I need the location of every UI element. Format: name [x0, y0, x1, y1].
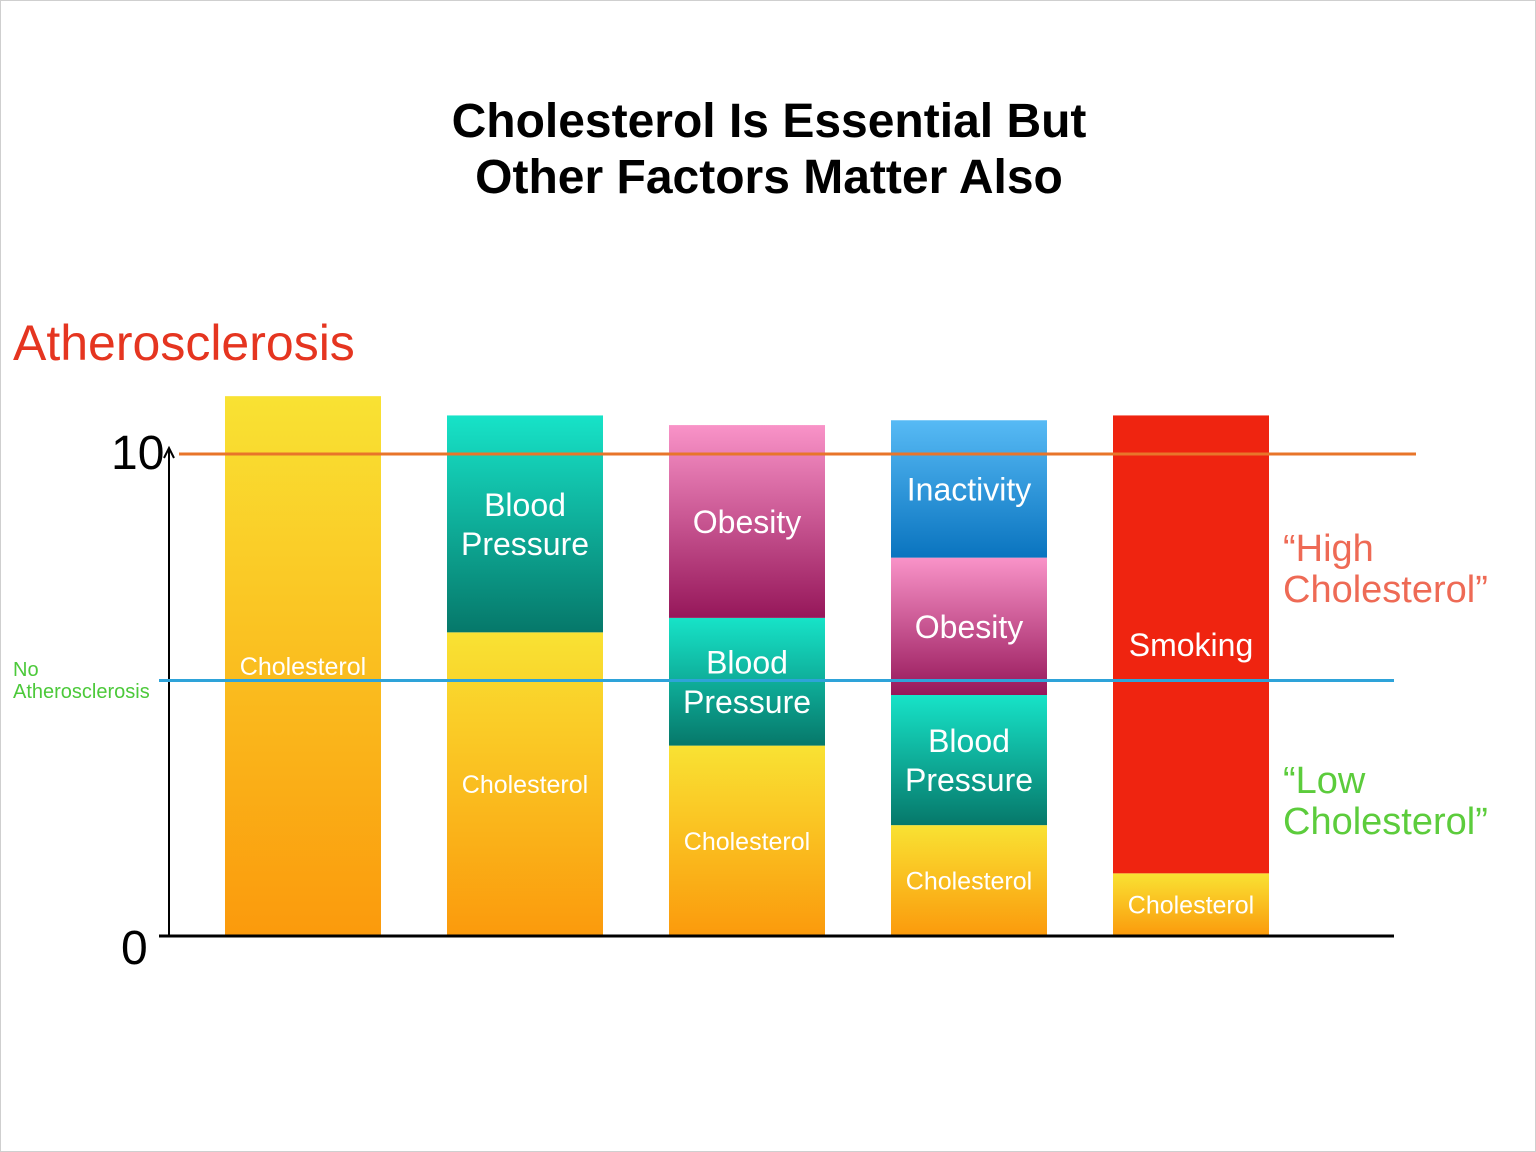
no-atherosclerosis-line-1: No	[13, 659, 39, 681]
segment-label-smoking: Smoking	[1129, 627, 1254, 663]
segment-label-cholesterol: Cholesterol	[462, 771, 588, 799]
y-tick-label-min: 0	[121, 922, 148, 975]
bar-segment-obesity	[891, 557, 1047, 695]
segment-label-inactivity: Inactivity	[907, 471, 1031, 507]
high-cholesterol-line-2: Cholesterol”	[1283, 569, 1488, 611]
chart-title-line-1: Cholesterol Is Essential But	[451, 95, 1087, 148]
segment-label-blood-pressure: Pressure	[683, 684, 811, 720]
segment-label-cholesterol: Cholesterol	[240, 653, 366, 681]
bar-segment-cholesterol	[891, 825, 1047, 936]
high-cholesterol-line-1: “High	[1283, 528, 1374, 570]
segment-label-blood-pressure: Blood	[706, 645, 788, 681]
segment-label-cholesterol: Cholesterol	[684, 828, 810, 856]
bar-segment-cholesterol	[447, 632, 603, 936]
segment-label-cholesterol: Cholesterol	[906, 868, 1032, 896]
bar-segment-cholesterol	[225, 396, 381, 936]
no-atherosclerosis-label: No Atherosclerosis	[13, 659, 150, 703]
low-cholesterol-line-2: Cholesterol”	[1283, 801, 1488, 843]
y-tick-label-max: 10	[111, 427, 165, 480]
chart-title-line-2: Other Factors Matter Also	[475, 151, 1063, 204]
segment-label-blood-pressure: Blood	[484, 487, 566, 523]
bar-segment-blood-pressure	[891, 695, 1047, 826]
bar-segment-obesity	[669, 425, 825, 618]
y-axis-arrowhead	[163, 445, 175, 459]
bar-segment-cholesterol	[669, 745, 825, 936]
bar-segment-cholesterol	[1113, 873, 1269, 936]
segment-label-cholesterol: Cholesterol	[1128, 892, 1254, 920]
bar-segment-blood-pressure	[447, 415, 603, 633]
no-atherosclerosis-line-2: Atherosclerosis	[13, 681, 150, 703]
segment-label-obesity: Obesity	[915, 609, 1023, 645]
atherosclerosis-label: Atherosclerosis	[13, 315, 355, 371]
bar-segment-inactivity	[891, 420, 1047, 558]
bar-stack-1: Cholesterol	[225, 396, 381, 936]
low-cholesterol-line-1: “Low	[1283, 760, 1366, 802]
segment-label-blood-pressure: Pressure	[461, 526, 589, 562]
segment-label-blood-pressure: Blood	[928, 723, 1010, 759]
segment-label-obesity: Obesity	[693, 504, 801, 540]
low-cholesterol-label: “Low Cholesterol”	[1283, 761, 1488, 843]
bar-stacks: CholesterolCholesterolBloodPressureChole…	[225, 396, 1269, 936]
segment-label-blood-pressure: Pressure	[905, 762, 1033, 798]
bar-stack-5: Cholesterol Smoking	[1113, 415, 1269, 936]
bar-segment-smoking	[1113, 415, 1269, 874]
high-cholesterol-label: “High Cholesterol”	[1283, 529, 1488, 611]
